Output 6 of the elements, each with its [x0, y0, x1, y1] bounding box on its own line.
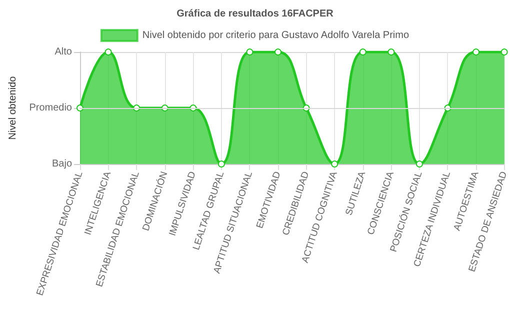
category-label: Promedio: [29, 102, 72, 114]
category-label: Bajo: [52, 158, 72, 170]
legend-label: Nivel obtenido por criterio para Gustavo Adolfo Varela Primo: [142, 30, 410, 41]
y-axis-title: Nivel obtenido: [8, 76, 18, 140]
category-label: Alto: [54, 46, 72, 58]
chart-title: Gráfica de resultados 16FACPER: [176, 8, 334, 20]
